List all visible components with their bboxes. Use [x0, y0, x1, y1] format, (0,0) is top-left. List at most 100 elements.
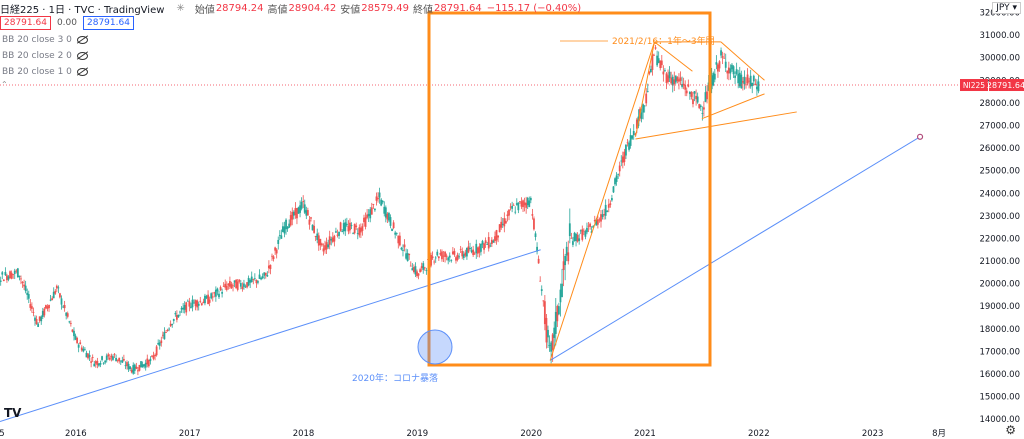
- candle-body: [517, 202, 520, 211]
- candle-body: [526, 197, 529, 206]
- indicator-bb-3[interactable]: BB 20 close 3 0: [2, 35, 88, 45]
- candle-body: [699, 105, 702, 108]
- eye-hidden-icon[interactable]: [76, 36, 88, 44]
- candle-body: [83, 349, 86, 351]
- candle-body: [581, 229, 584, 240]
- candle-body: [735, 69, 738, 74]
- spread-value: 0.00: [56, 18, 77, 28]
- candle-body: [328, 236, 331, 245]
- candle-body: [49, 299, 52, 301]
- candle-body: [654, 47, 657, 49]
- y-tick-label: 31000.00: [979, 31, 1020, 41]
- candle-body: [52, 291, 55, 299]
- candle-body: [182, 307, 185, 310]
- currency-selector[interactable]: JPY ▾: [992, 2, 1021, 14]
- indicator-bb-1[interactable]: BB 20 close 1 0: [2, 67, 88, 77]
- candle-body: [380, 199, 383, 206]
- x-tick-label: 2017: [179, 429, 201, 439]
- triangle-upper-line: [720, 41, 765, 81]
- candle-body: [512, 204, 515, 206]
- candle-body: [10, 272, 13, 279]
- candle-body: [678, 79, 680, 82]
- candle-body: [606, 210, 609, 212]
- candle-body: [486, 244, 489, 245]
- eye-hidden-icon[interactable]: [76, 68, 88, 76]
- candle-body: [481, 240, 484, 245]
- candle-body: [478, 246, 481, 253]
- candle-body: [712, 73, 715, 86]
- candle-body: [138, 364, 141, 371]
- candle-body: [188, 301, 191, 307]
- y-tick-label: 17000.00: [979, 347, 1020, 357]
- candle-body: [363, 217, 365, 223]
- candle-body: [529, 197, 532, 201]
- pullback-line: [654, 41, 693, 72]
- candle-body: [545, 317, 548, 343]
- candle-body: [121, 360, 124, 363]
- candle-body: [274, 247, 277, 251]
- candle-body: [98, 363, 100, 366]
- candle-body: [589, 223, 591, 227]
- candle-body: [140, 361, 142, 368]
- candle-body: [302, 201, 305, 202]
- candle-body: [746, 74, 749, 84]
- candle-body: [241, 286, 244, 290]
- y-tick-label: 15000.00: [979, 393, 1020, 403]
- candle-body: [420, 266, 423, 268]
- candle-body: [224, 283, 227, 288]
- sell-price-box[interactable]: 28791.64: [0, 16, 51, 30]
- candle-body: [425, 270, 428, 272]
- candle-body: [208, 299, 211, 303]
- candle-body: [445, 255, 448, 257]
- candle-body: [567, 252, 570, 262]
- x-tick-label: 2018: [293, 429, 315, 439]
- candle-body: [193, 302, 195, 304]
- indicator-bb-2[interactable]: BB 20 close 2 0: [2, 51, 88, 61]
- candle-body: [470, 250, 473, 253]
- symbol-title[interactable]: 日経225 · 1日 · TVC · TradingView: [0, 4, 165, 16]
- chart-header: 日経225 · 1日 · TVC · TradingView ✳ 始値 28794…: [0, 0, 581, 16]
- candle-body: [57, 287, 60, 289]
- collapse-caret-icon[interactable]: ⌃: [1, 80, 8, 89]
- candle-body: [664, 70, 666, 72]
- candle-body: [550, 342, 553, 352]
- candle-body: [402, 249, 404, 251]
- sparkle-icon[interactable]: ✳: [176, 2, 185, 14]
- eye-hidden-icon[interactable]: [76, 52, 88, 60]
- candle-body: [253, 278, 256, 280]
- candle-body: [756, 86, 758, 90]
- candle-body: [601, 214, 604, 217]
- candle-body: [200, 303, 203, 306]
- candle-body: [754, 83, 757, 86]
- candle-body: [308, 219, 311, 225]
- candle-body: [151, 355, 153, 357]
- candle-body: [748, 80, 751, 82]
- candle-body: [374, 208, 376, 211]
- candle-body: [519, 201, 521, 203]
- gear-icon[interactable]: ⚙: [1005, 423, 1016, 437]
- candle-body: [236, 281, 239, 290]
- candle-body: [598, 219, 601, 221]
- candle-body: [595, 219, 598, 226]
- candle-body: [578, 238, 581, 241]
- candle-body: [547, 329, 549, 338]
- candle-body: [715, 62, 718, 65]
- buy-price-box[interactable]: 28791.64: [83, 16, 134, 30]
- candle-body: [489, 245, 492, 247]
- candle-body: [21, 281, 24, 283]
- low-value: 28579.49: [361, 2, 409, 14]
- candle-body: [635, 119, 638, 129]
- candle-body: [682, 83, 685, 86]
- open-label: 始値: [194, 4, 215, 16]
- candle-body: [243, 283, 245, 287]
- y-tick-label: 18000.00: [979, 325, 1020, 335]
- candle-body: [339, 222, 342, 231]
- candle-body: [342, 223, 345, 232]
- candle-body: [503, 218, 506, 227]
- candle-body: [91, 357, 94, 358]
- candle-body: [356, 232, 359, 234]
- candle-body: [397, 235, 400, 244]
- y-tick-label: 21000.00: [979, 257, 1020, 267]
- candle-body: [369, 209, 372, 219]
